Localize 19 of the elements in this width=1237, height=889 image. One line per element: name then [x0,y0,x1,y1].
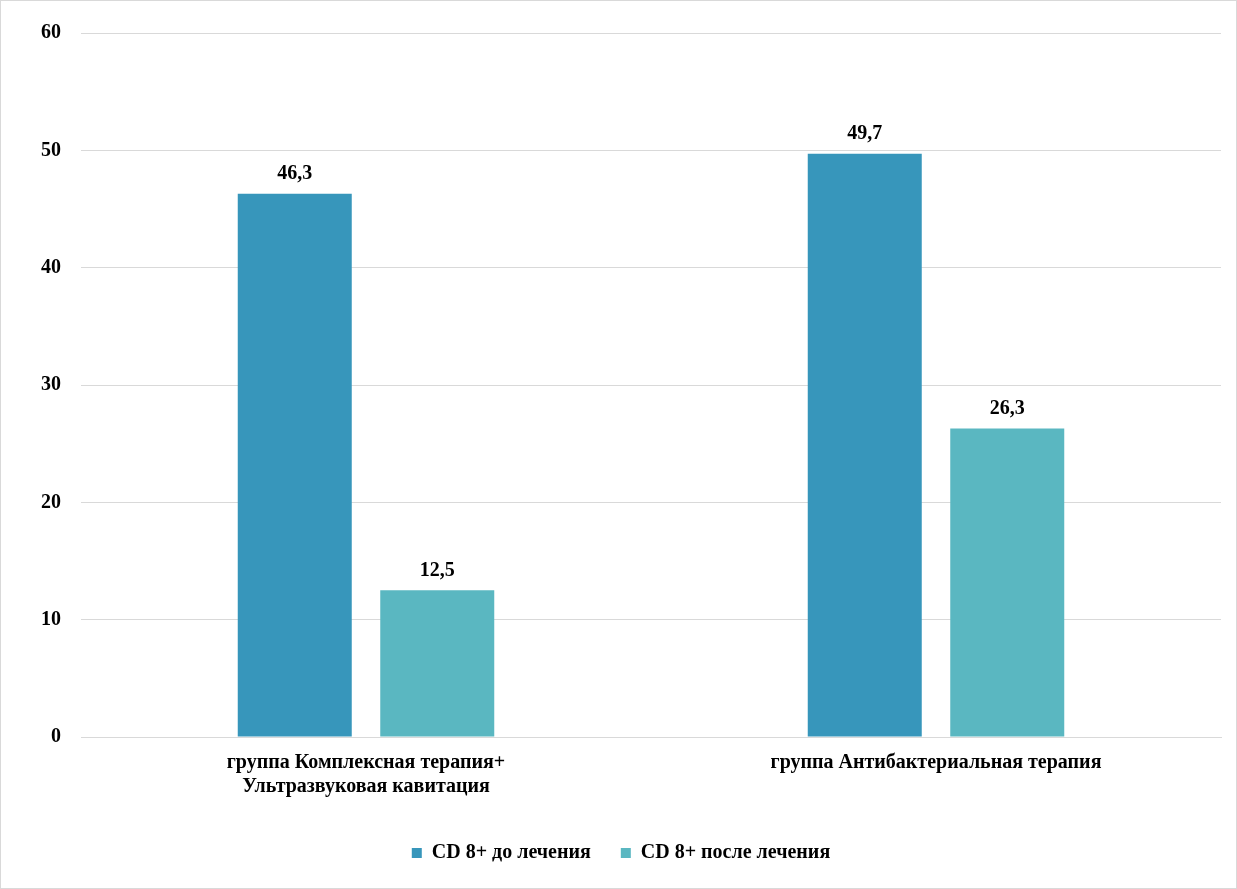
y-tick-label: 50 [41,137,61,160]
y-tick-label: 60 [41,20,61,43]
data-label: 49,7 [847,121,883,144]
data-label: 12,5 [419,557,455,580]
y-tick-label: 30 [41,372,61,395]
x-tick-label: группа Антибактериальная терапия [770,750,1102,774]
legend-label: CD 8+ после лечения [640,840,831,863]
bar [237,193,352,737]
y-tick-label: 0 [51,724,61,747]
legend-label: CD 8+ до лечения [431,840,591,863]
y-tick-label: 20 [41,489,61,512]
x-tick-label: группа Комплексная терапия+ Ультразвуковая кавитация [226,750,506,798]
bar [380,590,495,737]
y-tick-label: 40 [41,254,61,277]
data-label: 26,3 [989,395,1025,418]
y-tick-label: 10 [41,606,61,629]
bar [950,428,1065,737]
data-label: 46,3 [277,160,313,183]
bar [807,153,922,737]
